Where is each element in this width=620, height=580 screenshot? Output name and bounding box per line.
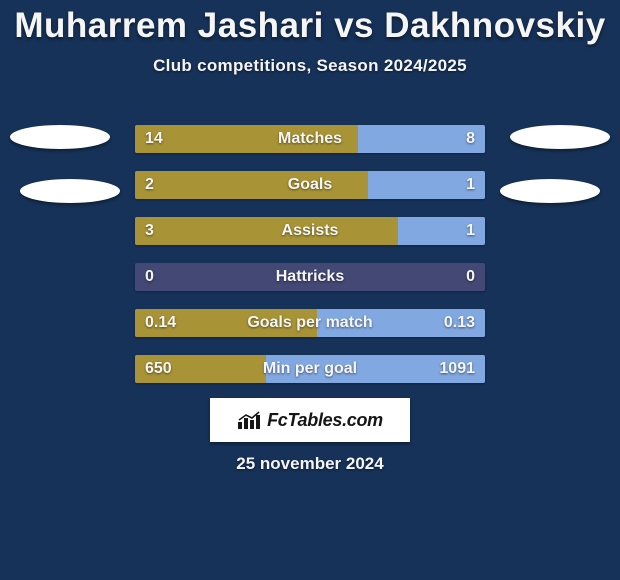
stat-label: Goals per match [135,309,485,337]
player2-ellipse-bottom [500,179,600,203]
stat-label: Matches [135,125,485,153]
logo-text: FcTables.com [267,410,383,431]
logo-badge: FcTables.com [210,398,410,442]
date-text: 25 november 2024 [0,454,620,474]
stat-row: 21Goals [135,171,485,199]
stat-label: Min per goal [135,355,485,383]
stat-row: 148Matches [135,125,485,153]
stat-label: Assists [135,217,485,245]
stat-label: Hattricks [135,263,485,291]
stat-row: 00Hattricks [135,263,485,291]
stat-row: 31Assists [135,217,485,245]
stat-label: Goals [135,171,485,199]
player1-ellipse-bottom [20,179,120,203]
comparison-infographic: Muharrem Jashari vs Dakhnovskiy Club com… [0,0,620,580]
subtitle: Club competitions, Season 2024/2025 [0,56,620,76]
chart-icon [237,410,263,430]
page-title: Muharrem Jashari vs Dakhnovskiy [0,0,620,46]
stat-row: 6501091Min per goal [135,355,485,383]
player2-ellipse-top [510,125,610,149]
stat-row: 0.140.13Goals per match [135,309,485,337]
player1-ellipse-top [10,125,110,149]
stats-rows-container: 148Matches 21Goals 31Assists 00Hattricks 0.1… [135,125,485,401]
